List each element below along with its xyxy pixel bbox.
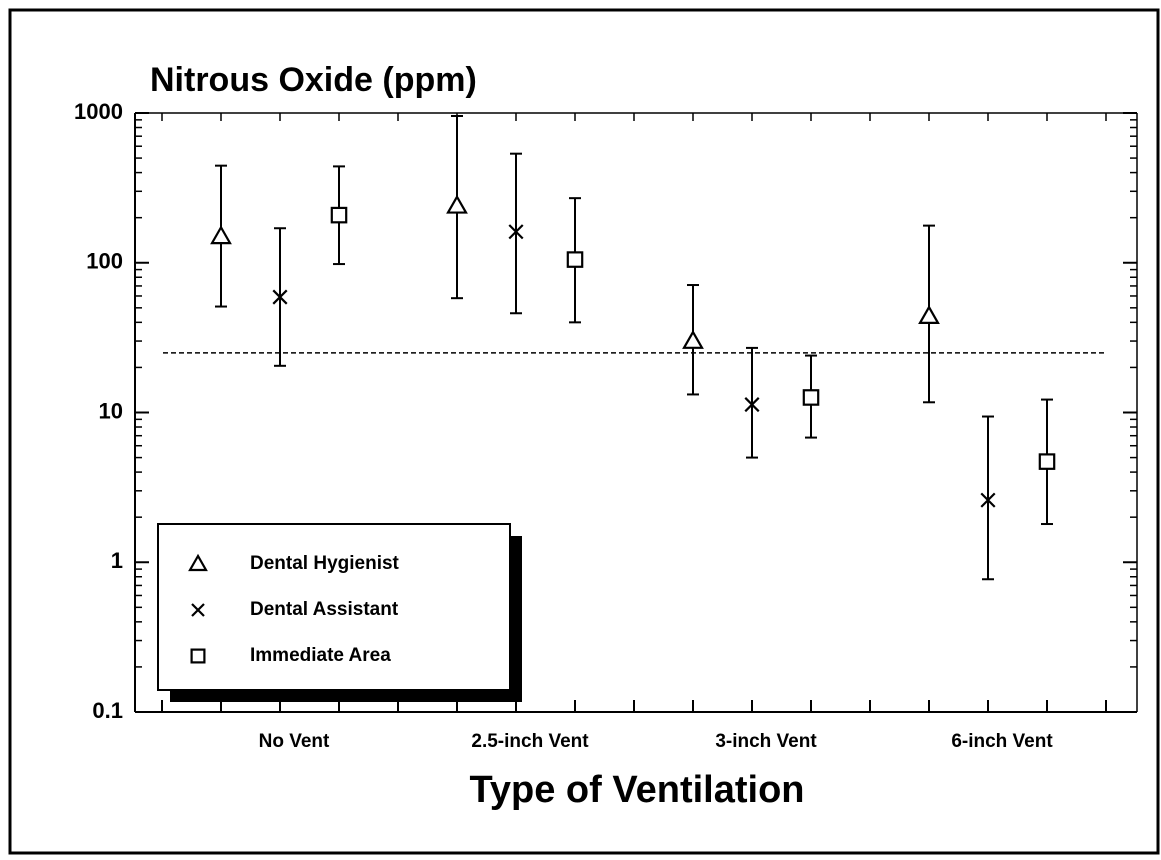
marker-triangle [682,329,704,349]
marker-x [191,603,205,617]
marker-triangle [446,194,468,214]
marker-square [1038,453,1056,470]
y-tick-label: 10 [99,398,123,423]
marker-square [566,251,584,268]
legend-label: Dental Hygienist [250,553,400,574]
marker-x [980,492,996,508]
marker-triangle [188,553,208,572]
legend-label: Dental Assistant [250,599,399,620]
legend-label: Immediate Area [250,645,391,666]
x-tick-label: 2.5-inch Vent [471,731,589,752]
legend [157,523,511,691]
y-tick-label: 1 [111,548,123,573]
marker-square [802,389,820,406]
frame [8,8,1160,855]
y-tick-label: 0.1 [92,698,123,723]
y-tick-label: 100 [86,249,123,274]
x-tick-label: 3-inch Vent [715,731,817,752]
marker-x [272,289,288,305]
marker-triangle [210,225,232,245]
chart-title: Nitrous Oxide (ppm) [150,61,477,99]
marker-x [508,224,524,240]
x-axis-label: Type of Ventilation [470,769,805,811]
marker-square [330,206,348,224]
marker-triangle [918,304,940,324]
x-tick-label: No Vent [259,731,330,752]
marker-square [190,648,206,664]
y-tick-label: 1000 [74,99,123,124]
marker-x [744,397,760,413]
x-tick-label: 6-inch Vent [951,731,1053,752]
